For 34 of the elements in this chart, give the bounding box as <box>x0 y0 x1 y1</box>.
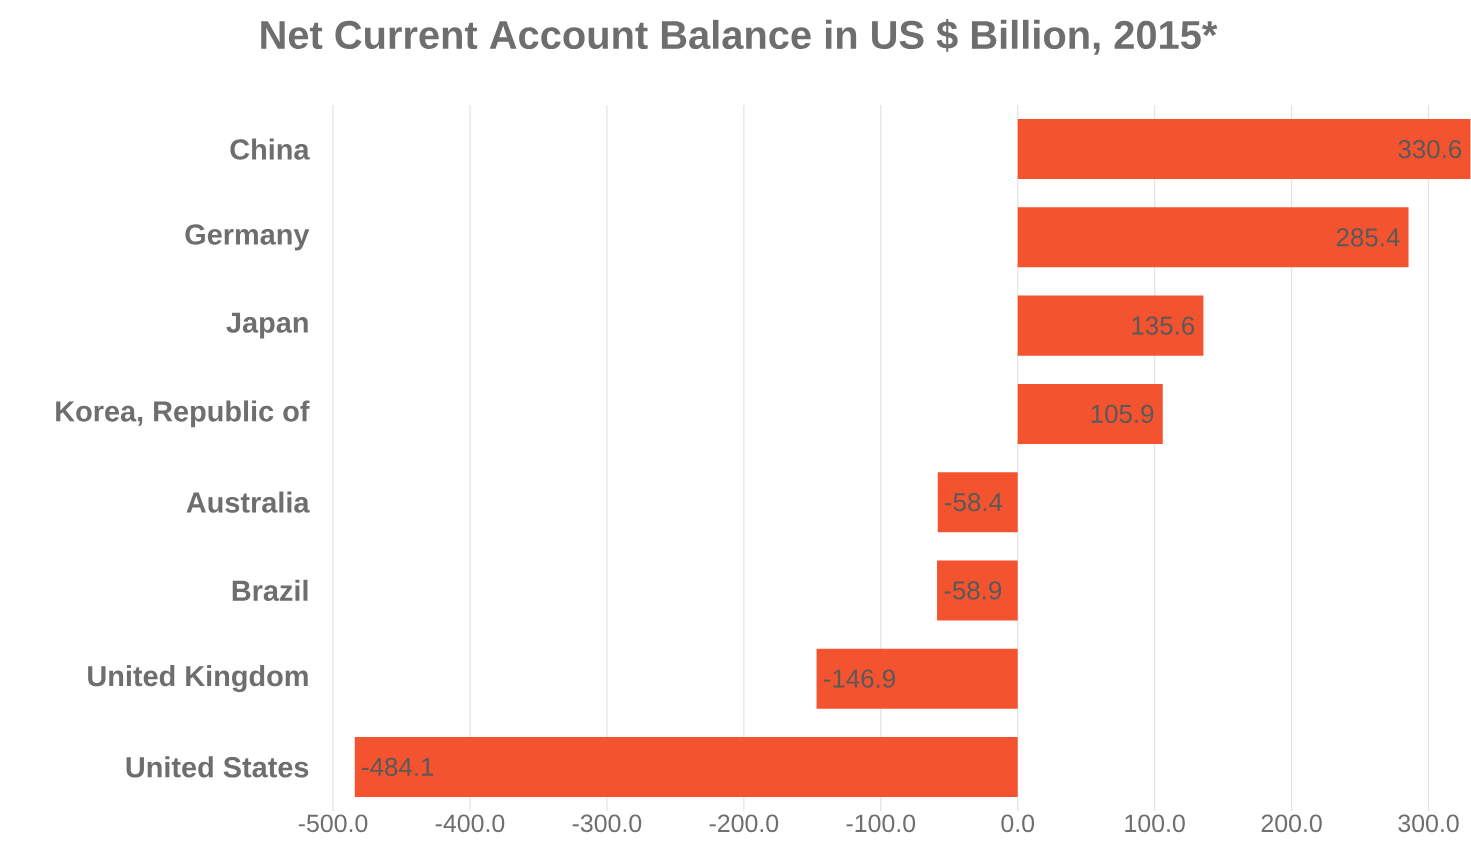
chart-title: Net Current Account Balance in US $ Billion, 2015* <box>261 19 1218 55</box>
y-tick-label: Brazil <box>232 579 308 601</box>
y-tick-label: United States <box>126 756 309 778</box>
x-tick-label: 0.0 <box>1001 814 1035 833</box>
bar <box>1017 383 1163 444</box>
data-label: -58.9 <box>944 581 1002 600</box>
data-label: 105.9 <box>1091 404 1154 424</box>
bar <box>1017 119 1471 180</box>
bar <box>1017 207 1409 268</box>
x-tick-label: -500.0 <box>298 814 368 833</box>
data-label: -484.1 <box>362 757 434 777</box>
bar <box>937 560 1018 621</box>
x-tick-label: 300.0 <box>1398 814 1459 833</box>
x-tick-label: -400.0 <box>435 814 505 833</box>
data-label: 135.6 <box>1132 316 1195 335</box>
y-tick-label: Korea, Republic of <box>56 400 310 428</box>
bar <box>937 472 1018 533</box>
bar <box>354 736 1018 797</box>
data-label: 285.4 <box>1336 228 1400 247</box>
x-tick-label: -300.0 <box>572 814 642 833</box>
data-label: -146.9 <box>823 669 895 688</box>
data-label: 330.6 <box>1398 139 1462 159</box>
bar <box>1017 295 1204 356</box>
x-tick-label: -100.0 <box>846 814 916 833</box>
x-tick-label: 200.0 <box>1261 814 1322 833</box>
x-tick-label: 100.0 <box>1125 814 1185 833</box>
y-tick-label: China <box>230 138 310 160</box>
data-label: -58.4 <box>945 492 1003 512</box>
y-tick-label: United Kingdom <box>88 665 308 693</box>
bar <box>816 648 1018 709</box>
y-tick-label: Japan <box>226 312 308 339</box>
x-tick-label: -200.0 <box>709 814 779 833</box>
y-tick-label: Germany <box>185 224 310 251</box>
y-tick-label: Australia <box>186 491 310 513</box>
